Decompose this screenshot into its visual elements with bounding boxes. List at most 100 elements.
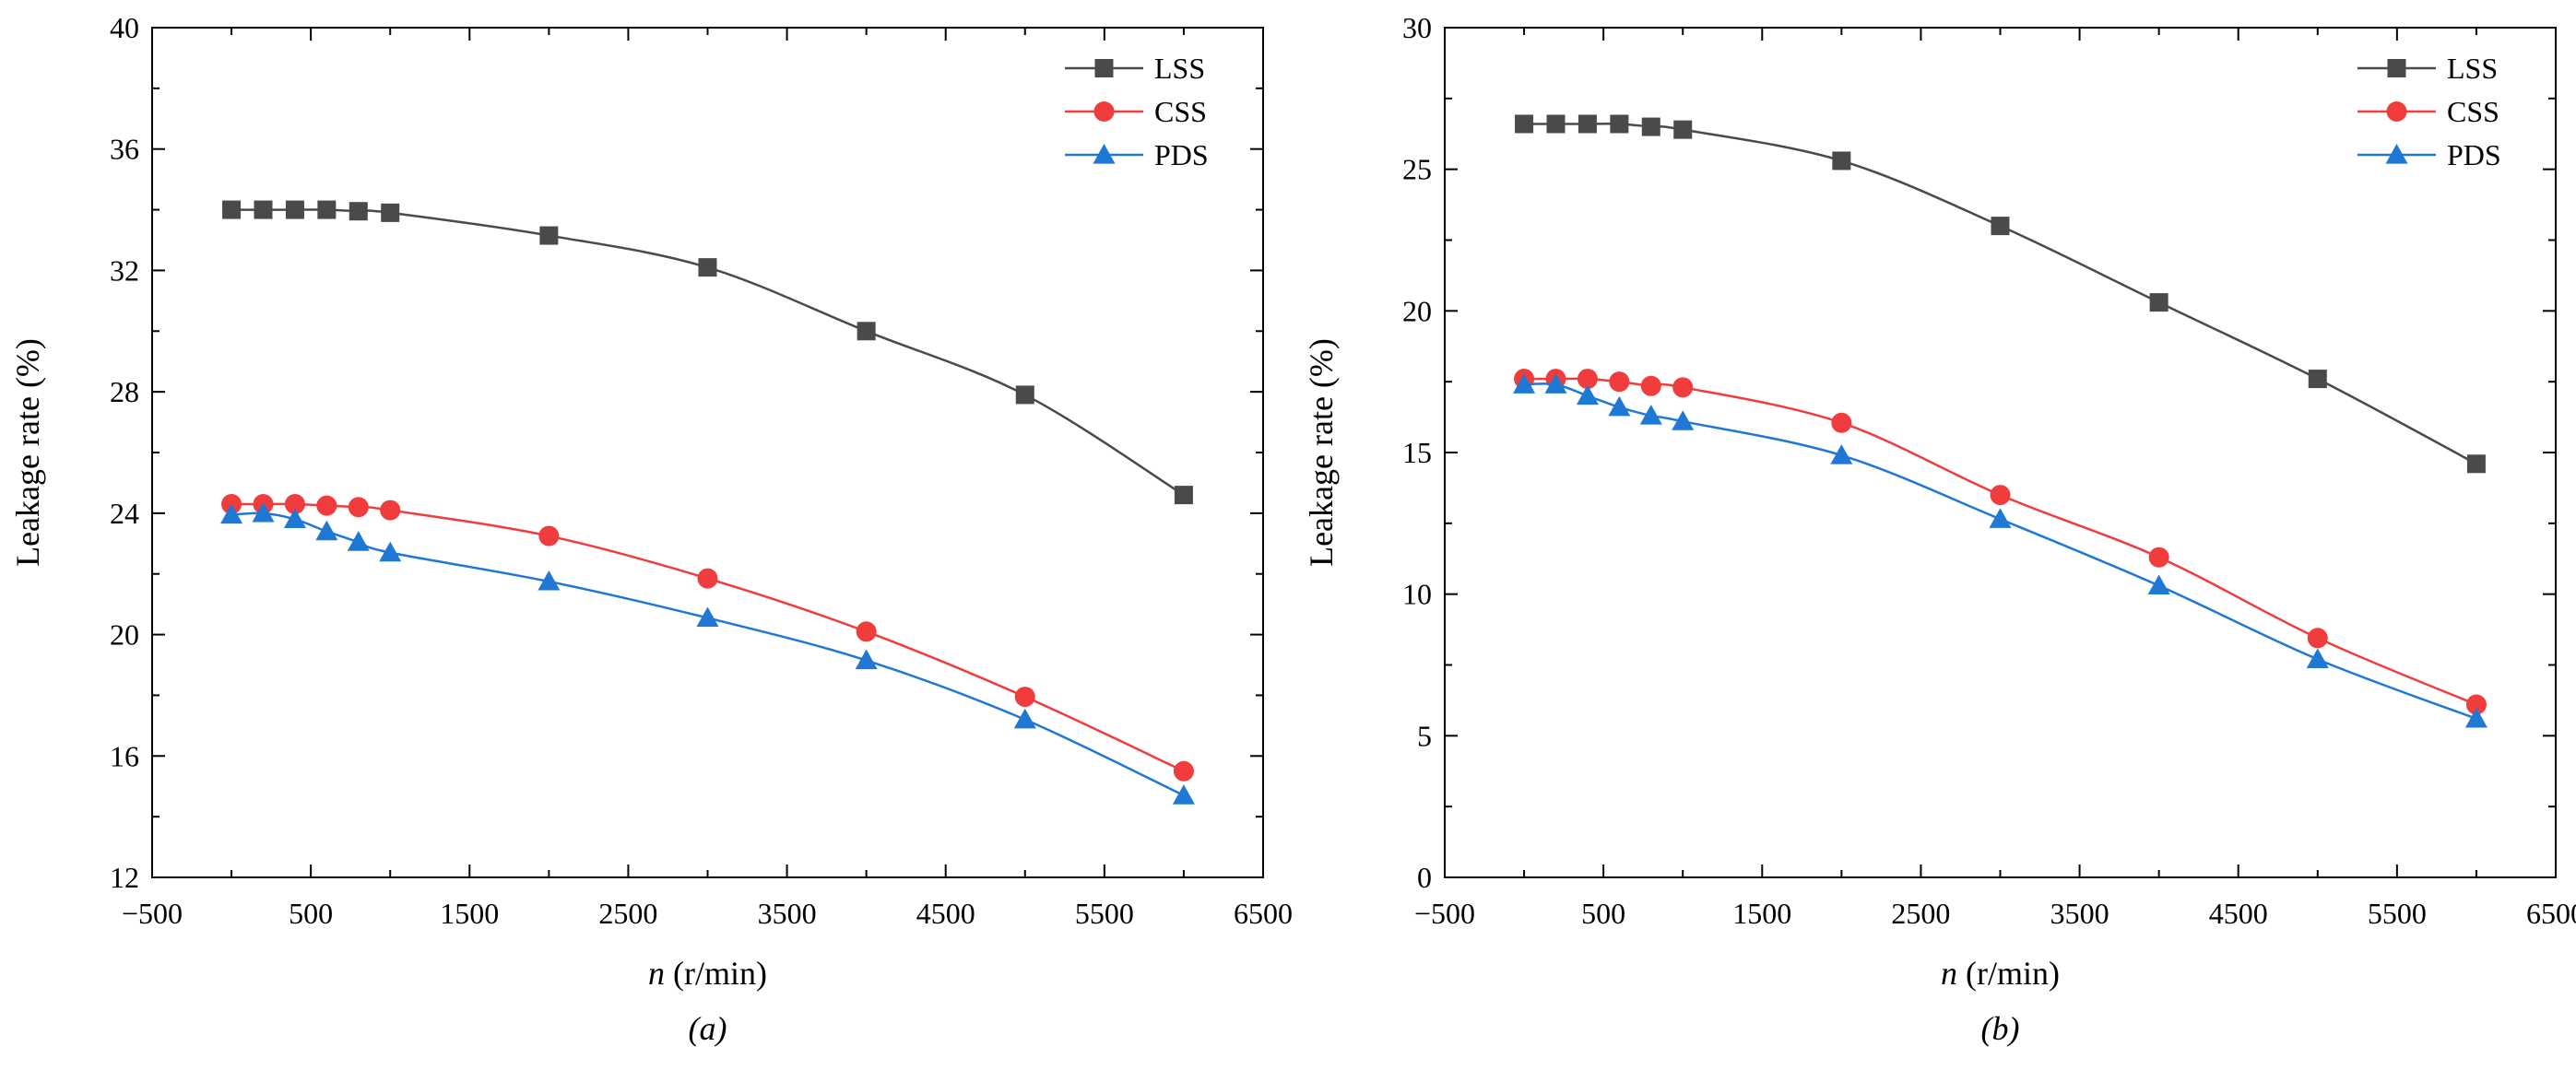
data-point-css	[380, 500, 401, 521]
y-tick-label: 0	[1417, 861, 1432, 894]
data-point-lss	[2308, 370, 2327, 389]
x-axis-title: n (r/min)	[1941, 955, 2060, 992]
y-tick-label: 5	[1417, 719, 1432, 752]
data-point-css	[1577, 369, 1598, 390]
data-point-lss	[1991, 217, 2010, 236]
series-line-pds	[231, 511, 1185, 797]
y-tick-label: 20	[1402, 294, 1432, 327]
data-point-lss	[285, 200, 304, 219]
data-point-lss	[539, 226, 559, 245]
data-point-css	[1672, 377, 1694, 398]
data-point-pds	[1639, 405, 1662, 425]
data-point-pds	[2147, 574, 2170, 595]
data-point-css	[284, 493, 305, 514]
legend-swatch-marker	[1093, 101, 1115, 122]
x-axis-title-var: n	[1941, 955, 1957, 992]
legend: LSS CSS PDS	[1065, 52, 1209, 171]
x-axis-title-unit: (r/min)	[665, 955, 767, 992]
data-point-pds	[538, 570, 561, 591]
data-point-css	[1014, 687, 1035, 708]
legend-swatch-marker	[2385, 144, 2408, 164]
data-point-lss	[381, 203, 400, 222]
legend-item-pds: PDS	[1065, 138, 1209, 171]
chart-panel-a: −500 500 1500 2500 3500 4500 5500 6500 12 16 20 24 2…	[9, 11, 1293, 1047]
data-point-css	[1173, 760, 1194, 782]
data-point-pds	[1989, 508, 2012, 528]
legend-swatch-marker	[2387, 59, 2406, 77]
x-tick-label: 6500	[2526, 897, 2576, 930]
data-point-lss	[1673, 120, 1693, 139]
panel-label: (b)	[1981, 1010, 2020, 1047]
legend-swatch-marker	[1094, 59, 1114, 77]
data-point-css	[1990, 485, 2011, 506]
data-point-pds	[855, 649, 878, 670]
data-point-lss	[1578, 114, 1597, 134]
data-point-pds	[1830, 444, 1853, 464]
data-point-pds	[1172, 784, 1195, 805]
data-point-pds	[283, 508, 306, 529]
x-axis-title-unit: (r/min)	[1957, 955, 2060, 992]
legend-item-lss: LSS	[2357, 52, 2498, 85]
y-tick-label: 25	[1402, 153, 1432, 186]
series-pds	[220, 501, 1195, 805]
x-axis-title-var: n	[648, 955, 665, 992]
x-tick-label: 1500	[1732, 897, 1791, 930]
data-point-pds	[1013, 708, 1036, 729]
legend-label: CSS	[1154, 95, 1207, 128]
data-point-lss	[1832, 151, 1851, 170]
x-tick-label: 3500	[758, 897, 817, 930]
data-point-lss	[857, 322, 876, 341]
data-point-lss	[1546, 114, 1566, 134]
data-point-pds	[1544, 373, 1567, 394]
x-axis-title: n (r/min)	[648, 955, 767, 992]
y-axis-title: Leakage rate (%)	[9, 338, 46, 567]
y-tick-label: 16	[110, 739, 139, 772]
legend-item-lss: LSS	[1065, 52, 1205, 85]
y-tick-label: 20	[110, 618, 139, 652]
y-tick-label: 36	[110, 133, 139, 166]
y-tick-label: 28	[110, 375, 139, 408]
data-point-css	[1831, 412, 1852, 433]
x-tick-label: 500	[289, 897, 333, 930]
x-tick-label: 2500	[598, 897, 657, 930]
y-tick-label: 40	[110, 11, 139, 44]
data-point-pds	[379, 541, 402, 562]
legend-item-pds: PDS	[2357, 138, 2501, 171]
series-lss	[1515, 114, 2486, 474]
x-tick-label: 5500	[1075, 897, 1134, 930]
data-point-pds	[696, 606, 719, 628]
x-tick-label: −500	[122, 897, 183, 930]
series-pds	[1513, 373, 2487, 728]
data-point-pds	[1576, 384, 1599, 406]
data-point-css	[348, 497, 369, 518]
series-line-lss	[1524, 123, 2477, 465]
series-line-lss	[231, 208, 1185, 497]
x-tick-label: 3500	[2050, 897, 2109, 930]
data-point-css	[1640, 375, 1661, 396]
data-point-lss	[254, 200, 273, 219]
data-point-pds	[1513, 373, 1536, 394]
data-point-lss	[1515, 114, 1534, 134]
legend-item-css: CSS	[1065, 95, 1207, 128]
data-point-lss	[1174, 486, 1193, 505]
y-tick-label: 15	[1402, 436, 1432, 469]
data-point-lss	[2149, 293, 2168, 312]
data-point-css	[316, 495, 337, 516]
y-tick-label: 10	[1402, 578, 1432, 611]
data-point-lss	[698, 258, 717, 277]
chart-panel-b: −500 500 1500 2500 3500 4500 5500 6500 0 5 10 15 20 2…	[1303, 11, 2576, 1047]
y-tick-label: 24	[110, 497, 139, 530]
legend-swatch-marker	[1093, 144, 1116, 164]
legend-item-css: CSS	[2357, 95, 2499, 128]
data-point-lss	[1015, 385, 1034, 405]
legend: LSS CSS PDS	[2357, 52, 2501, 171]
data-point-lss	[1610, 114, 1629, 134]
data-point-lss	[1641, 117, 1660, 136]
data-point-pds	[315, 520, 338, 541]
x-tick-label: 1500	[440, 897, 499, 930]
series-line-css	[1524, 377, 2477, 706]
data-point-css	[2465, 694, 2487, 715]
data-point-pds	[220, 503, 243, 524]
data-point-pds	[1608, 395, 1631, 417]
